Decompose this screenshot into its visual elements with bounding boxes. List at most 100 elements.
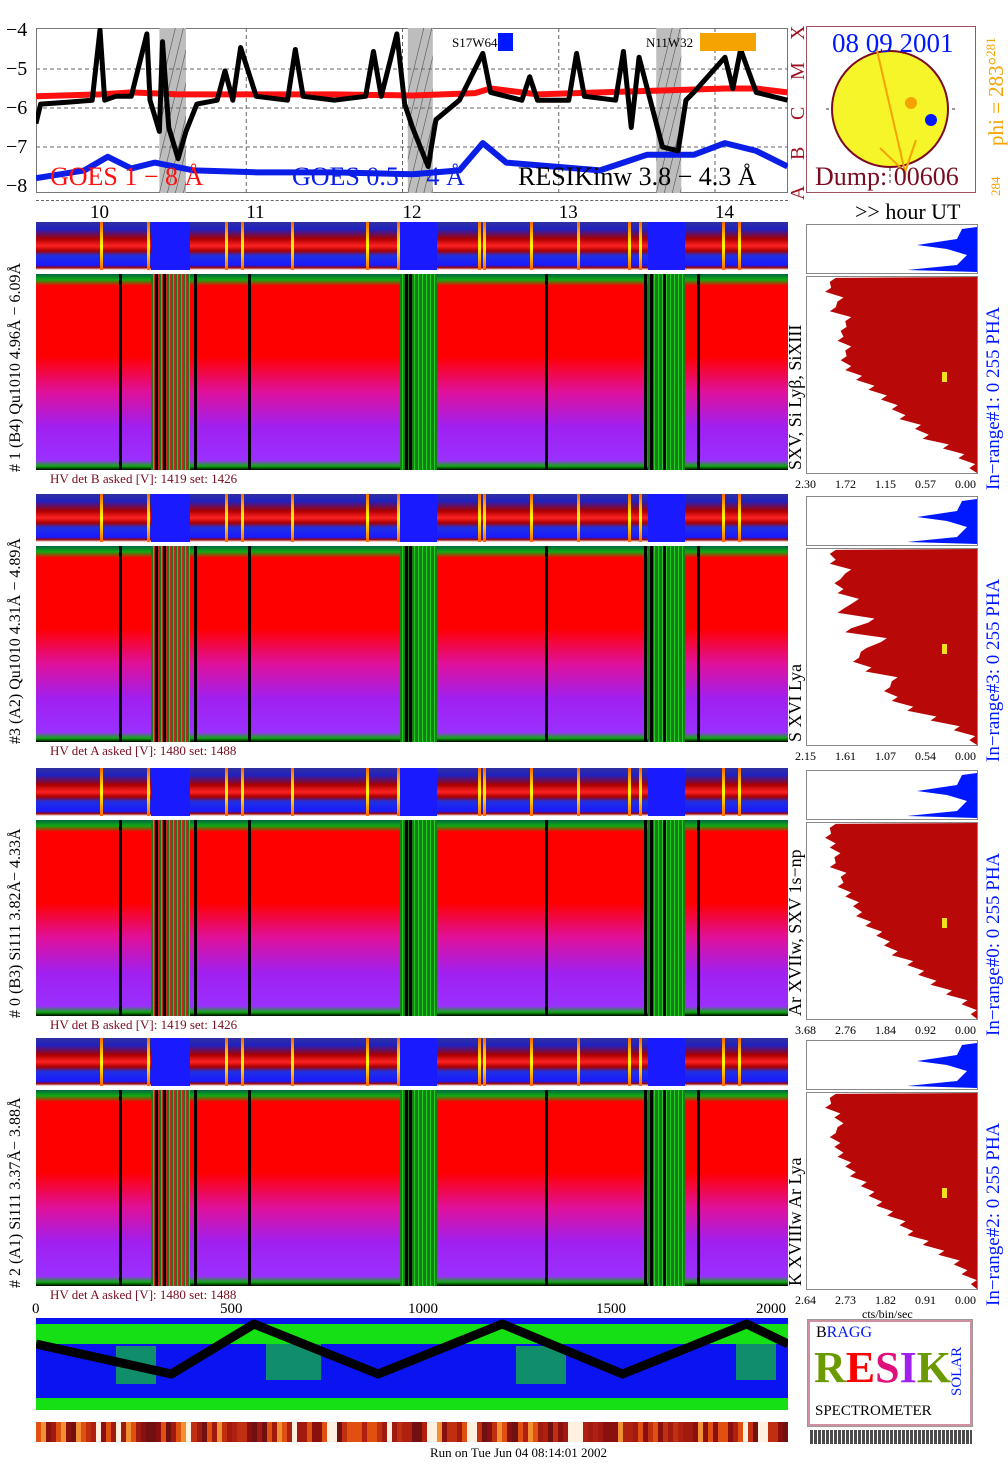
dropout-line	[162, 546, 166, 742]
colorbar-cell	[738, 1422, 744, 1442]
dropout-line	[154, 546, 158, 742]
colorbar-cell	[662, 1422, 668, 1442]
pha-peak	[907, 1043, 977, 1088]
marker	[942, 918, 947, 928]
colorbar-cell	[201, 1422, 207, 1442]
marker	[942, 644, 947, 654]
dropout-line	[662, 1090, 666, 1286]
colorbar-cell	[758, 1422, 764, 1442]
colorbar-cell	[351, 1422, 357, 1442]
hist-tick-label: 0.00	[955, 477, 976, 491]
colorbar-cell	[637, 1422, 643, 1442]
hist-tick-label: 0.91	[915, 1293, 936, 1307]
flare-line	[721, 1038, 725, 1086]
colorbar-cell	[41, 1422, 47, 1442]
colorbar-cell	[587, 1422, 593, 1442]
colorbar-cell	[216, 1422, 222, 1442]
dropout-line	[662, 274, 666, 470]
colorbar-cell	[437, 1422, 443, 1442]
gap-block	[648, 1038, 686, 1086]
hist-tick-label: 1.61	[835, 749, 856, 763]
dropout-line	[650, 274, 653, 470]
series-line-2	[36, 28, 788, 169]
y-tick-label: −8	[6, 175, 28, 197]
gap-hatch	[663, 121, 682, 193]
goes-lightcurve-plot	[36, 28, 788, 193]
colorbar-cell	[281, 1422, 287, 1442]
colorbar-cell	[261, 1422, 267, 1442]
colorbar-cell	[226, 1422, 232, 1442]
flare-line	[478, 1038, 482, 1086]
bottom-position-plot	[36, 1318, 788, 1410]
colorbar-cell	[442, 1422, 448, 1442]
region-dot-orange	[905, 97, 917, 109]
gap-block	[648, 222, 686, 270]
dropout-line	[650, 546, 653, 742]
gap-band	[648, 274, 686, 470]
marker	[942, 1188, 947, 1198]
colorbar-cell	[246, 1422, 252, 1442]
y-tick-label: −7	[6, 136, 28, 158]
colorbar-cell	[221, 1422, 227, 1442]
colorbar-cell	[482, 1422, 488, 1442]
colorbar-cell	[517, 1422, 523, 1442]
colorbar-cell	[251, 1422, 257, 1442]
flare-line	[290, 768, 294, 816]
pha-histogram-3	[806, 1040, 978, 1090]
dropout-line	[545, 546, 549, 742]
spectral-lines-label: S XVI Lya	[785, 664, 805, 742]
in-range-label: In−range#1: 0 255 PHA	[983, 306, 1004, 490]
flare-line	[576, 1038, 580, 1086]
spectral-lines-label: SXV, Si Lyβ, SiXIII	[785, 324, 805, 470]
spectrogram-2	[36, 820, 788, 1016]
colorbar-cell	[612, 1422, 618, 1442]
flare-line	[639, 222, 643, 270]
colorbar-cell	[657, 1422, 663, 1442]
colorbar-cell	[357, 1422, 363, 1442]
colorbar-cell	[683, 1422, 689, 1442]
dropout-line	[409, 274, 413, 470]
gap-block	[151, 494, 190, 542]
colorbar-cell	[296, 1422, 302, 1442]
in-range-label: In−range#0: 0 255 PHA	[983, 852, 1004, 1036]
colorbar-cell	[753, 1422, 759, 1442]
colorbar-cell	[91, 1422, 97, 1442]
hist-tick-label: 2.64	[795, 1293, 816, 1307]
gap-band	[648, 1090, 686, 1286]
colorbar-cell	[472, 1422, 478, 1442]
bottom-tick-label: 1000	[408, 1301, 438, 1317]
hour-axis-label: >> hour UT	[855, 199, 961, 224]
run-timestamp: Run on Tue Jun 04 08:14:01 2002	[430, 1445, 607, 1460]
gap-block	[399, 768, 437, 816]
hist-tick-label: 0.00	[955, 749, 976, 763]
dropout-line	[650, 820, 653, 1016]
gap-block	[151, 1038, 190, 1086]
hist-tick-label: 1.82	[875, 1293, 896, 1307]
dropout-line	[662, 546, 666, 742]
colorbar-cell	[522, 1422, 528, 1442]
hist-tick-label: 0.00	[955, 1023, 976, 1037]
flare-line	[290, 494, 294, 542]
pointing-line-2	[904, 139, 917, 173]
colorbar-cell	[316, 1422, 322, 1442]
gap-band	[151, 274, 190, 470]
flare-line	[482, 494, 486, 542]
gap-band	[648, 820, 686, 1016]
flare-line	[100, 494, 103, 542]
flare-line	[365, 222, 369, 270]
colorbar-cell	[467, 1422, 473, 1442]
colorbar-cell	[582, 1422, 588, 1442]
gap-hatch	[407, 28, 425, 96]
hist-tick-label: 0.00	[955, 1293, 976, 1307]
detector-label: # 2 (A1) Si111 3.37Å− 3.88Å	[7, 1097, 24, 1289]
spectrogram-1	[36, 546, 788, 742]
colorbar-cell	[688, 1422, 694, 1442]
in-range-label: In−range#3: 0 255 PHA	[983, 578, 1004, 762]
logo-resik: RESIK	[814, 1343, 951, 1392]
colorbar-cell	[462, 1422, 468, 1442]
colorbar-cell	[36, 1422, 42, 1442]
flare-line	[628, 768, 632, 816]
flare-line	[529, 222, 533, 270]
dropout-line	[248, 274, 252, 470]
hv-readout: HV det A asked [V]: 1480 set: 1488	[50, 1287, 237, 1302]
